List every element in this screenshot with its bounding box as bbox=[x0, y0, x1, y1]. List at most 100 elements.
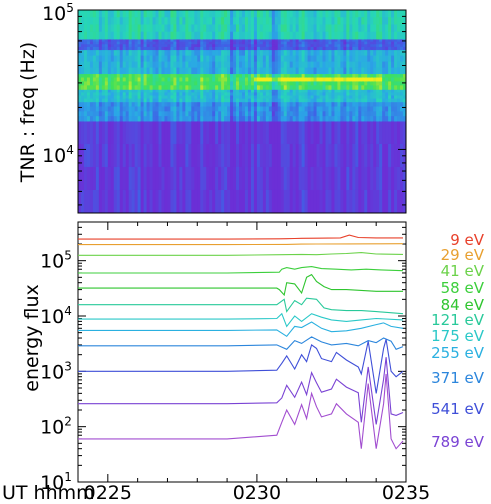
spectrogram-cell bbox=[385, 81, 389, 86]
spectrogram-cell bbox=[361, 111, 365, 117]
spectrogram-cell bbox=[292, 81, 297, 86]
spectrogram-cell bbox=[349, 92, 353, 96]
spectrogram-cell bbox=[113, 46, 118, 51]
spectrogram-cell bbox=[307, 85, 312, 90]
spectrogram-cell bbox=[119, 77, 124, 82]
spectrogram-cell bbox=[140, 46, 145, 51]
spectrogram-cell bbox=[340, 41, 344, 45]
spectrogram-cell bbox=[394, 77, 398, 82]
spectrogram-cell bbox=[340, 44, 344, 48]
spectrogram-cell bbox=[322, 111, 326, 117]
spectrogram-cell bbox=[364, 38, 368, 43]
spectrogram-cell bbox=[146, 106, 151, 112]
spectrogram-cell bbox=[212, 116, 216, 122]
spectrogram-cell bbox=[140, 95, 145, 100]
spectrogram-cell bbox=[253, 106, 258, 112]
spectrogram-cell bbox=[215, 10, 219, 18]
spectrogram-cell bbox=[179, 81, 183, 86]
spectrogram-cell bbox=[301, 67, 306, 75]
spectrogram-cell bbox=[325, 41, 329, 45]
spectrogram-cell bbox=[250, 111, 255, 117]
spectrogram-cell bbox=[101, 106, 106, 112]
spectrogram-cell bbox=[89, 73, 94, 78]
spectrogram-cell bbox=[388, 24, 392, 33]
spectrogram-cell bbox=[122, 73, 127, 78]
spectrogram-cell bbox=[179, 143, 183, 168]
spectrogram-cell bbox=[307, 10, 312, 18]
spectrogram-cell bbox=[173, 189, 177, 214]
spectrogram-cell bbox=[197, 55, 201, 63]
spectrogram-cell bbox=[188, 41, 192, 45]
spectrogram-cell bbox=[298, 67, 303, 75]
spectrogram-cell bbox=[304, 67, 309, 75]
spectrogram-cell bbox=[337, 81, 341, 86]
spectrogram-cell bbox=[179, 49, 183, 57]
spectrogram-cell bbox=[218, 49, 222, 57]
spectrogram-cell bbox=[110, 77, 115, 82]
spectrogram-cell bbox=[78, 44, 82, 48]
spectrogram-cell bbox=[161, 17, 165, 25]
spectrogram-cell bbox=[191, 85, 195, 90]
spectrogram-cell bbox=[262, 98, 267, 103]
spectrogram-cell bbox=[119, 73, 124, 78]
spectrogram-cell bbox=[364, 41, 368, 45]
spectrogram-cell bbox=[385, 166, 389, 191]
spectrogram-cell bbox=[286, 17, 291, 25]
spectrogram-cell bbox=[304, 38, 309, 43]
spectrogram-cell bbox=[203, 98, 207, 103]
spectrogram-cell bbox=[403, 98, 407, 103]
spectrogram-cell bbox=[95, 116, 100, 122]
spectrogram-cell bbox=[122, 166, 127, 191]
spectrogram-cell bbox=[403, 101, 407, 108]
spectrogram-cell bbox=[80, 89, 85, 93]
spectrogram-cell bbox=[224, 17, 228, 25]
spectrogram-cell bbox=[212, 111, 216, 117]
spectrogram-cell bbox=[310, 46, 315, 51]
spectrogram-cell bbox=[242, 89, 246, 93]
spectrogram-cell bbox=[185, 106, 189, 112]
spectrogram-cell bbox=[146, 85, 151, 90]
spectrogram-cell bbox=[373, 143, 377, 168]
spectrogram-cell bbox=[250, 77, 255, 82]
spectrogram-cell bbox=[206, 92, 210, 96]
spectrogram-cell bbox=[262, 106, 267, 112]
spectrogram-cell bbox=[83, 116, 88, 122]
spectrogram-cell bbox=[221, 38, 225, 43]
spectrogram-cell bbox=[101, 46, 106, 51]
spectrogram-cell bbox=[227, 106, 231, 112]
spectrogram-cell bbox=[176, 92, 180, 96]
spectrogram-cell bbox=[397, 44, 401, 48]
spectrogram-cell bbox=[101, 44, 106, 48]
spectrogram-cell bbox=[125, 189, 130, 214]
spectrogram-cell bbox=[310, 143, 315, 168]
spectrogram-cell bbox=[319, 46, 324, 51]
spectrogram-cell bbox=[125, 92, 130, 96]
spectrogram-cell bbox=[227, 92, 231, 96]
spectrogram-cell bbox=[340, 55, 344, 63]
spectrogram-cell bbox=[143, 10, 148, 18]
spectrogram-cell bbox=[316, 95, 321, 100]
spectrogram-cell bbox=[319, 89, 324, 93]
spectrogram-cell bbox=[92, 89, 97, 93]
spectrogram-cell bbox=[367, 55, 371, 63]
spectrogram-cell bbox=[334, 41, 338, 45]
spectrogram-cell bbox=[334, 61, 338, 69]
spectrogram-cell bbox=[277, 24, 282, 33]
spectrogram-cell bbox=[298, 98, 303, 103]
spectrogram-cell bbox=[298, 92, 303, 96]
spectrogram-cell bbox=[271, 55, 276, 63]
spectrogram-cell bbox=[400, 116, 404, 122]
spectrogram-cell bbox=[80, 17, 85, 25]
spectrogram-cells bbox=[78, 10, 407, 214]
spectrogram-cell bbox=[334, 24, 338, 33]
spectrogram-cell bbox=[364, 111, 368, 117]
spectrogram-cell bbox=[119, 38, 124, 43]
spectrogram-cell bbox=[307, 38, 312, 43]
spectrogram-cell bbox=[385, 44, 389, 48]
spectrogram-cell bbox=[128, 101, 133, 108]
spectrogram-cell bbox=[185, 17, 189, 25]
spectrogram-cell bbox=[89, 101, 94, 108]
spectrogram-cell bbox=[200, 10, 204, 18]
spectrogram-cell bbox=[310, 101, 315, 108]
